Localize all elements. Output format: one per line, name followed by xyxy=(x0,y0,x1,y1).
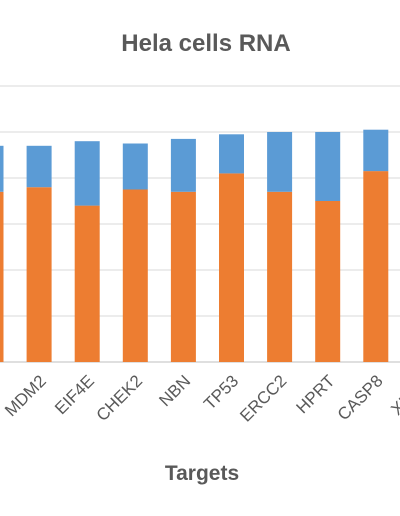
x-tick-label: ERCC2 xyxy=(236,371,290,425)
x-tick-label: HPRT xyxy=(293,371,339,417)
bar-segment-top xyxy=(267,132,293,192)
bar-segment-bottom xyxy=(0,191,4,362)
bar-segment-top xyxy=(315,132,341,201)
bar-segment-bottom xyxy=(26,187,52,362)
x-tick-label: CASP8 xyxy=(334,371,387,424)
bar-segment-top xyxy=(0,145,4,192)
x-tick-label: NBN xyxy=(155,371,194,410)
bar-segment-top xyxy=(122,143,148,190)
bar-group xyxy=(0,129,389,362)
x-tick-label: XRCC xyxy=(387,371,400,418)
bar-segment-top xyxy=(74,141,100,206)
bar-segment-bottom xyxy=(267,191,293,362)
bar-segment-top xyxy=(26,145,52,188)
chart-title: Hela cells RNA xyxy=(121,30,291,57)
bar-segment-top xyxy=(219,134,244,174)
bar-segment-bottom xyxy=(315,201,341,362)
bar-segment-bottom xyxy=(74,205,100,362)
bar-segment-bottom xyxy=(363,171,389,362)
x-tick-label: MDM2 xyxy=(1,371,50,420)
bar-segment-bottom xyxy=(170,191,196,362)
bar-segment-top xyxy=(363,129,389,172)
x-tick-label: CHEK2 xyxy=(93,371,147,425)
x-axis-label: Targets xyxy=(164,462,240,485)
gridlines xyxy=(0,85,400,363)
bar-segment-bottom xyxy=(219,173,244,362)
bar-segment-top xyxy=(170,138,196,192)
x-tick-label: TP53 xyxy=(200,371,242,413)
bar-segment-bottom xyxy=(122,189,148,362)
x-tick-label: EIF4E xyxy=(51,371,98,418)
